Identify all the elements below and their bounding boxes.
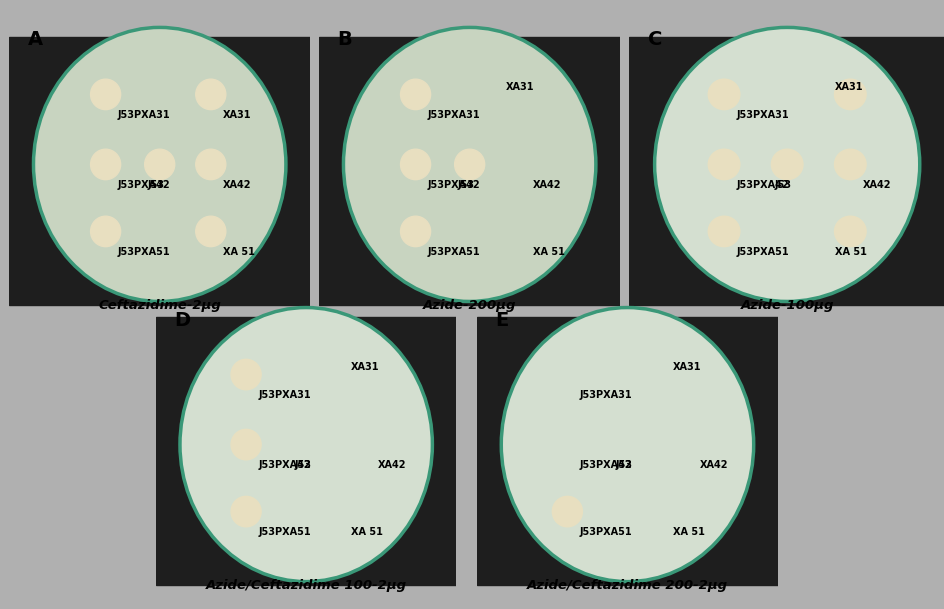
Text: XA42: XA42	[532, 180, 561, 189]
Ellipse shape	[179, 308, 432, 582]
Ellipse shape	[195, 79, 226, 110]
Text: J53PXA31: J53PXA31	[117, 110, 170, 119]
Ellipse shape	[708, 216, 739, 247]
Text: J53PXA31: J53PXA31	[579, 390, 632, 400]
Text: XA 51: XA 51	[672, 527, 703, 537]
Ellipse shape	[834, 149, 865, 180]
Text: J53PXA51: J53PXA51	[258, 527, 311, 537]
Text: XA42: XA42	[378, 460, 406, 470]
Text: J53PXA51: J53PXA51	[736, 247, 788, 256]
Ellipse shape	[834, 216, 865, 247]
Text: J53PXA51: J53PXA51	[427, 247, 480, 256]
Ellipse shape	[400, 149, 430, 180]
Text: XA31: XA31	[223, 110, 251, 119]
Ellipse shape	[400, 216, 430, 247]
Ellipse shape	[230, 429, 261, 460]
Bar	[477, 317, 777, 585]
Ellipse shape	[770, 149, 802, 180]
Text: E: E	[495, 311, 508, 329]
Ellipse shape	[343, 27, 596, 301]
Text: XA31: XA31	[505, 82, 533, 92]
Text: J53PXA31: J53PXA31	[258, 390, 311, 400]
Text: XA 51: XA 51	[532, 247, 565, 256]
Text: Azide/Ceftazidime 200-2μg: Azide/Ceftazidime 200-2μg	[527, 579, 727, 592]
Text: C: C	[648, 30, 662, 49]
Ellipse shape	[144, 149, 175, 180]
Text: J53: J53	[615, 460, 632, 470]
Bar	[629, 37, 944, 304]
Text: D: D	[174, 311, 190, 329]
Bar	[156, 317, 456, 585]
Text: XA 51: XA 51	[834, 247, 866, 256]
Text: Ceftazidime-2μg: Ceftazidime-2μg	[98, 299, 221, 312]
Ellipse shape	[454, 149, 484, 180]
Ellipse shape	[708, 149, 739, 180]
Bar	[9, 37, 310, 304]
Text: Azide-200μg: Azide-200μg	[423, 299, 515, 312]
Text: J53PXA42: J53PXA42	[736, 180, 788, 189]
Text: J53PXA51: J53PXA51	[579, 527, 632, 537]
Ellipse shape	[33, 27, 286, 301]
Text: Azide-100μg: Azide-100μg	[740, 299, 833, 312]
Ellipse shape	[91, 79, 121, 110]
Text: J53PXA31: J53PXA31	[736, 110, 788, 119]
Ellipse shape	[91, 216, 121, 247]
Text: XA 51: XA 51	[223, 247, 255, 256]
Text: J53PXA51: J53PXA51	[117, 247, 170, 256]
Text: XA31: XA31	[672, 362, 700, 372]
Ellipse shape	[551, 496, 582, 527]
Text: J53: J53	[457, 180, 474, 189]
Text: J53PXA31: J53PXA31	[427, 110, 480, 119]
Ellipse shape	[708, 79, 739, 110]
Bar	[319, 37, 619, 304]
Ellipse shape	[500, 308, 753, 582]
Ellipse shape	[230, 359, 261, 390]
Text: XA31: XA31	[834, 82, 862, 92]
Ellipse shape	[400, 79, 430, 110]
Text: B: B	[337, 30, 352, 49]
Text: J53PXA42: J53PXA42	[427, 180, 480, 189]
Ellipse shape	[654, 27, 919, 301]
Ellipse shape	[91, 149, 121, 180]
Text: XA42: XA42	[223, 180, 251, 189]
Text: A: A	[27, 30, 42, 49]
Ellipse shape	[834, 79, 865, 110]
Text: Azide/Ceftazidime 100-2μg: Azide/Ceftazidime 100-2μg	[206, 579, 406, 592]
Text: XA42: XA42	[862, 180, 890, 189]
Text: XA31: XA31	[351, 362, 379, 372]
Text: XA42: XA42	[699, 460, 727, 470]
Ellipse shape	[195, 216, 226, 247]
Text: J53: J53	[294, 460, 311, 470]
Text: J53PXA42: J53PXA42	[117, 180, 170, 189]
Text: XA 51: XA 51	[351, 527, 382, 537]
Text: J53: J53	[774, 180, 791, 189]
Text: J53PXA42: J53PXA42	[579, 460, 632, 470]
Ellipse shape	[195, 149, 226, 180]
Ellipse shape	[230, 496, 261, 527]
Text: J53: J53	[147, 180, 164, 189]
Text: J53PXA42: J53PXA42	[258, 460, 311, 470]
